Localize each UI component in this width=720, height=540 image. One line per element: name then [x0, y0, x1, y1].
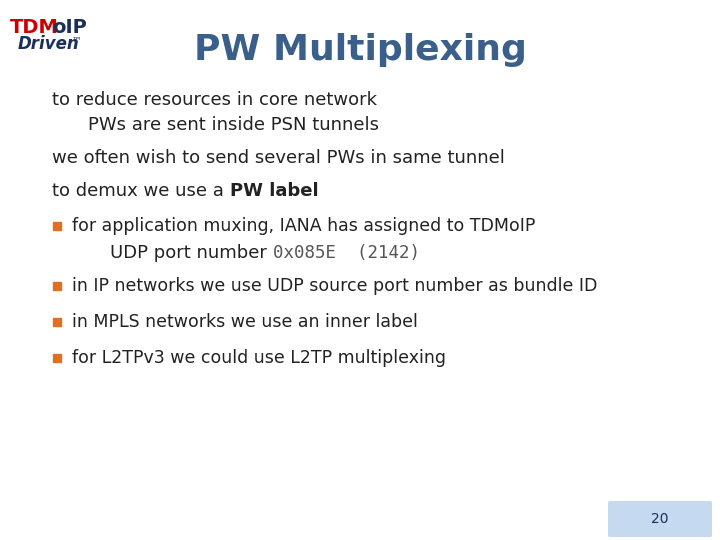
Text: for L2TPv3 we could use L2TP multiplexing: for L2TPv3 we could use L2TP multiplexin…	[72, 349, 446, 367]
Text: to reduce resources in core network: to reduce resources in core network	[52, 91, 377, 109]
Text: we often wish to send several PWs in same tunnel: we often wish to send several PWs in sam…	[52, 149, 505, 167]
FancyBboxPatch shape	[608, 501, 712, 537]
Text: TDM: TDM	[10, 18, 59, 37]
Text: Driven: Driven	[18, 35, 80, 53]
Text: oIP: oIP	[52, 18, 86, 37]
Text: for application muxing, IANA has assigned to TDMoIP: for application muxing, IANA has assigne…	[72, 217, 536, 235]
Text: PWs are sent inside PSN tunnels: PWs are sent inside PSN tunnels	[88, 116, 379, 134]
Text: ™: ™	[72, 35, 82, 45]
Text: 0x085E  (2142): 0x085E (2142)	[273, 244, 420, 262]
Text: in MPLS networks we use an inner label: in MPLS networks we use an inner label	[72, 313, 418, 331]
Text: in IP networks we use UDP source port number as bundle ID: in IP networks we use UDP source port nu…	[72, 277, 598, 295]
Text: PW Multiplexing: PW Multiplexing	[194, 33, 526, 67]
Text: 20: 20	[652, 512, 669, 526]
Text: UDP port number: UDP port number	[110, 244, 273, 262]
Text: PW label: PW label	[230, 182, 318, 200]
Text: to demux we use a: to demux we use a	[52, 182, 230, 200]
